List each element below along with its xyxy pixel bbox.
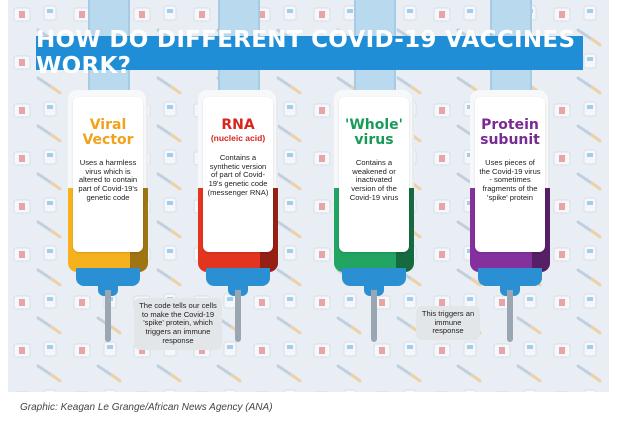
syringe-rna: RNA (nucleic acid) Contains a synthetic … (198, 0, 288, 342)
needle (105, 290, 111, 342)
vaccine-name: RNA (221, 117, 255, 133)
vaccine-description: Contains a synthetic version of part of … (207, 153, 269, 197)
title-banner: HOW DO DIFFERENT COVID-19 VACCINES WORK? (36, 27, 583, 79)
needle (507, 290, 513, 342)
vaccine-card: Protein subunit Uses pieces of the Covid… (475, 97, 545, 252)
vaccine-card: Viral Vector Uses a harmless virus which… (73, 97, 143, 252)
vaccine-description: Uses a harmless virus which is altered t… (78, 158, 138, 202)
syringe-protein-subunit: Protein subunit Uses pieces of the Covid… (470, 0, 560, 342)
vaccine-name: Viral Vector (82, 117, 134, 148)
syringe-whole-virus: 'Whole' virus Contains a weakened or ina… (334, 0, 424, 342)
note-immune-response: This triggers an immune response (416, 306, 480, 341)
graphic-credit: Graphic: Keagan Le Grange/African News A… (20, 402, 273, 413)
vaccine-description: Contains a weakened or inactivated versi… (349, 158, 399, 202)
syringe-hub (478, 268, 542, 296)
needle (371, 290, 377, 342)
vaccine-card: RNA (nucleic acid) Contains a synthetic … (203, 97, 273, 252)
syringe-viral-vector: Viral Vector Uses a harmless virus which… (68, 0, 158, 342)
vaccine-subtitle: (nucleic acid) (210, 133, 266, 143)
vaccine-name: Protein subunit (480, 117, 540, 148)
syringe-hub (342, 268, 406, 296)
syringe-hub (206, 268, 270, 296)
needle (235, 290, 241, 342)
vaccine-description: Uses pieces of the Covid-19 virus - some… (479, 158, 541, 202)
vaccine-card: 'Whole' virus Contains a weakened or ina… (339, 97, 409, 252)
syringe-hub (76, 268, 140, 296)
infographic-canvas: Viral Vector Uses a harmless virus which… (8, 0, 609, 392)
vaccine-name: 'Whole' virus (345, 117, 403, 148)
note-spike-protein: The code tells our cells to make the Cov… (134, 298, 222, 350)
